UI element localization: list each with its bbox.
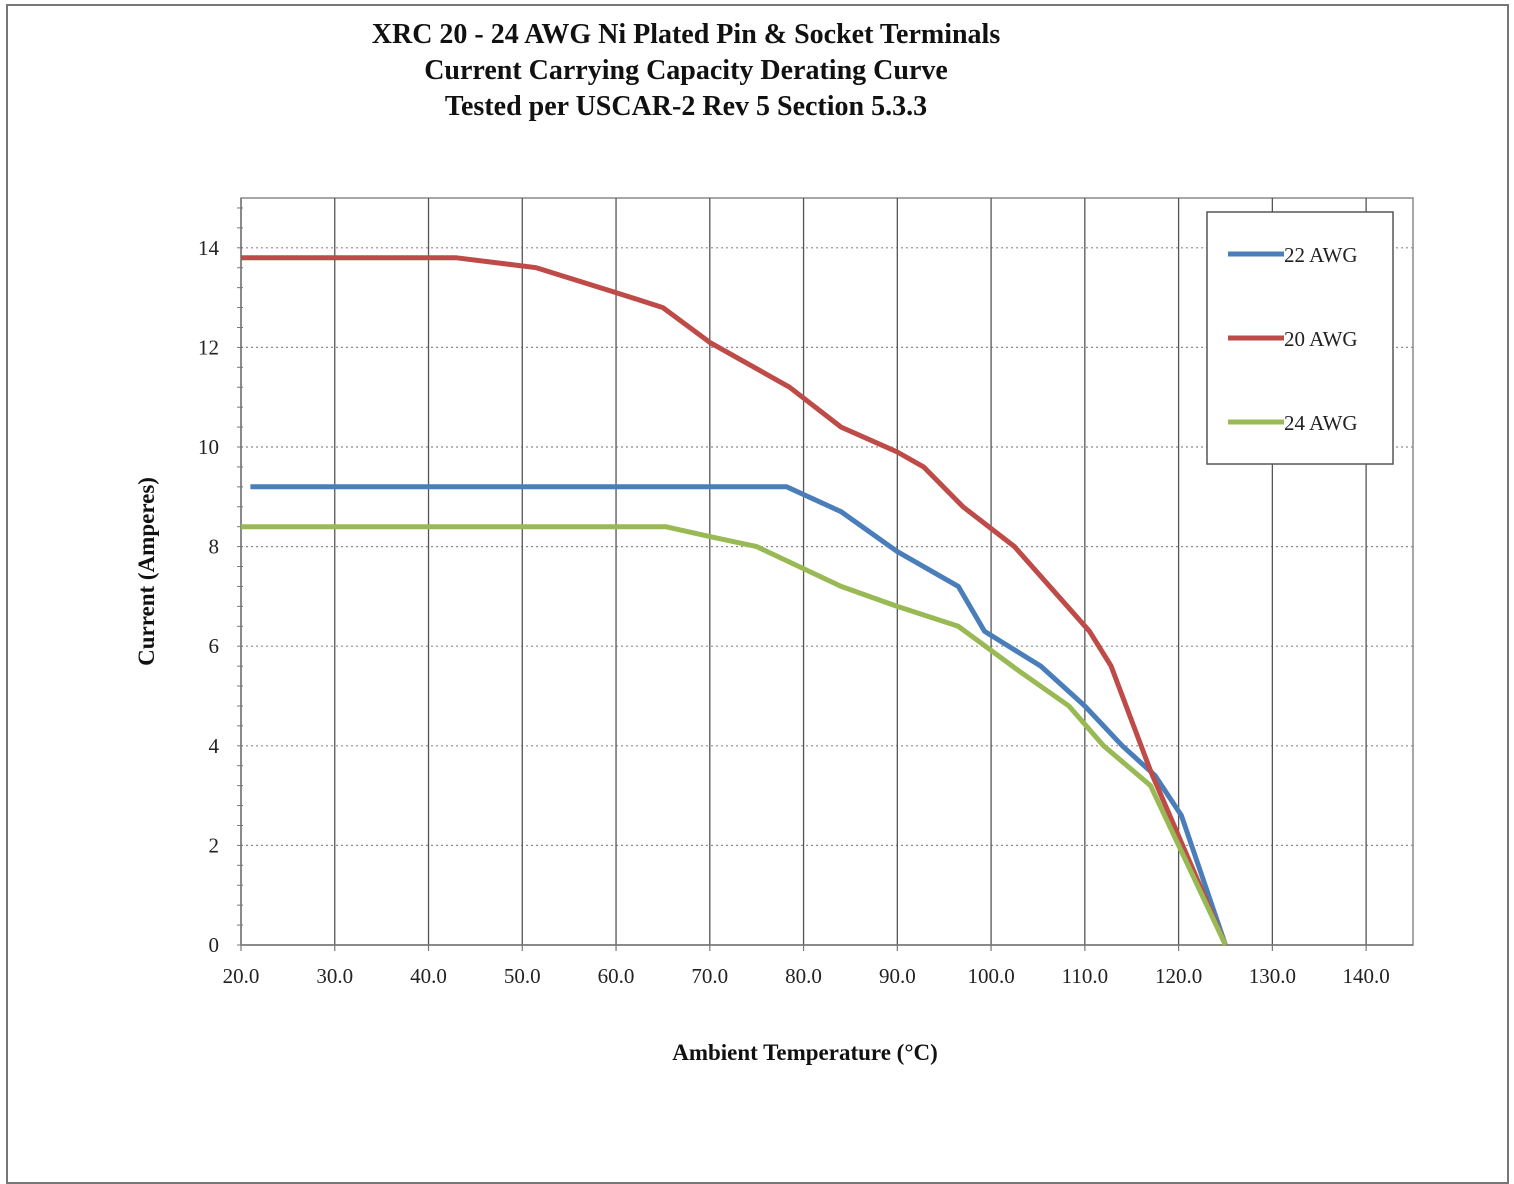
legend-label: 24 AWG	[1284, 411, 1358, 435]
x-tick-label: 120.0	[1155, 964, 1202, 988]
x-axis-title: Ambient Temperature (°C)	[672, 1040, 938, 1065]
chart-title: XRC 20 - 24 AWG Ni Plated Pin & Socket T…	[371, 19, 1001, 50]
x-tick-label: 90.0	[879, 964, 916, 988]
y-tick-label: 2	[209, 833, 220, 857]
x-tick-label: 140.0	[1342, 964, 1389, 988]
x-tick-label: 80.0	[785, 964, 822, 988]
chart-subtitle-1: Current Carrying Capacity Derating Curve	[424, 55, 948, 86]
x-tick-label: 70.0	[691, 964, 728, 988]
x-tick-label: 60.0	[598, 964, 635, 988]
chart-subtitle-2: Tested per USCAR-2 Rev 5 Section 5.3.3	[444, 91, 928, 122]
x-tick-label: 130.0	[1249, 964, 1296, 988]
x-tick-label: 50.0	[504, 964, 541, 988]
x-tick-label: 20.0	[223, 964, 260, 988]
y-tick-label: 4	[209, 734, 220, 758]
x-tick-label: 30.0	[316, 964, 353, 988]
y-tick-label: 10	[198, 435, 219, 459]
legend-label: 22 AWG	[1284, 243, 1358, 267]
series-line-22-awg	[250, 484, 1228, 946]
y-tick-label: 14	[198, 236, 220, 260]
legend-label: 20 AWG	[1284, 327, 1358, 351]
y-tick-label: 12	[198, 335, 219, 359]
series-line-24-awg	[241, 524, 1228, 947]
x-tick-label: 40.0	[410, 964, 447, 988]
y-tick-label: 6	[209, 634, 220, 658]
x-tick-label: 110.0	[1062, 964, 1108, 988]
y-axis-title: Current (Amperes)	[134, 477, 159, 666]
series-line-20-awg	[241, 255, 1228, 946]
x-tick-label: 100.0	[967, 964, 1014, 988]
y-tick-label: 0	[209, 933, 220, 957]
y-tick-label: 8	[209, 535, 220, 559]
